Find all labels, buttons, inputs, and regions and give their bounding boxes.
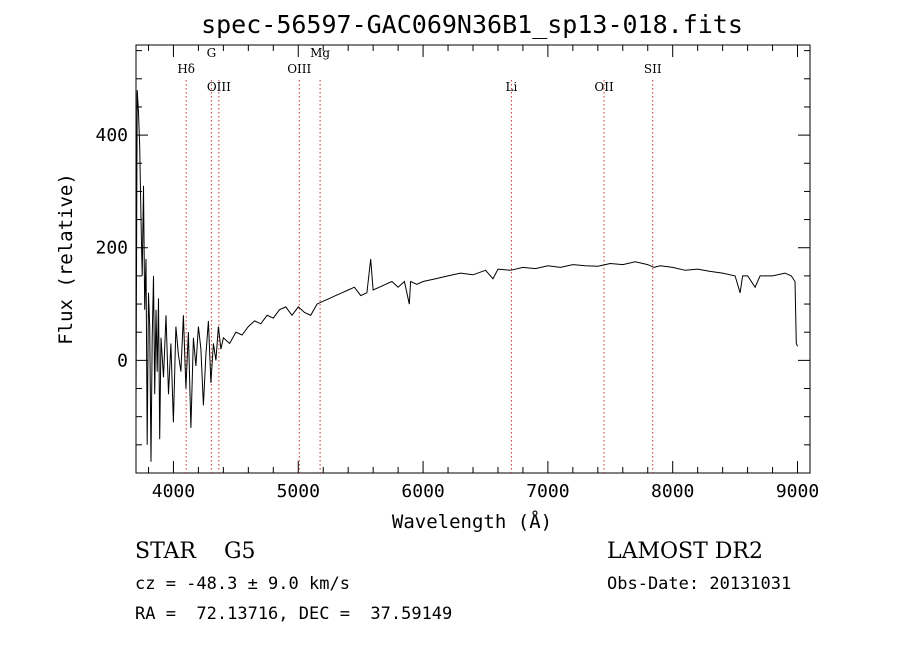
y-tick-label: 0: [117, 350, 128, 371]
x-tick-label: 6000: [401, 481, 444, 502]
x-axis-label: Wavelength (Å): [392, 510, 552, 533]
spectral-line-label: OIII: [287, 62, 311, 76]
x-tick-label: 9000: [776, 481, 819, 502]
spectrum-series-line: [135, 90, 798, 462]
object-class: STAR G5: [135, 539, 256, 564]
spectral-line-label: Li: [506, 80, 518, 94]
observation-date: Obs-Date: 20131031: [607, 574, 792, 594]
spectral-line-markers: Hδ G OIII OIII Mg Li OII SII: [177, 46, 662, 473]
x-axis-ticks: 4000 5000 6000 7000 8000 9000: [147, 45, 819, 502]
chart-title: spec-56597-GAC069N36B1_sp13-018.fits: [201, 10, 743, 39]
y-axis-label: Flux (relative): [55, 173, 77, 345]
redshift-velocity: cz = -48.3 ± 9.0 km/s: [135, 574, 350, 594]
spectral-line-label: SII: [644, 62, 662, 76]
x-tick-label: 7000: [526, 481, 569, 502]
y-tick-label: 200: [95, 238, 128, 259]
plot-frame: [135, 44, 811, 474]
x-tick-label: 4000: [152, 481, 195, 502]
y-tick-label: 400: [95, 125, 128, 146]
x-tick-label: 5000: [277, 481, 320, 502]
spectral-line-label: OII: [594, 80, 614, 94]
spectral-line-label: Mg: [310, 46, 330, 60]
sky-coordinates: RA = 72.13716, DEC = 37.59149: [135, 604, 453, 624]
spectral-line-label: G: [207, 46, 217, 60]
x-tick-label: 8000: [651, 481, 694, 502]
spectral-line-label: OIII: [207, 80, 231, 94]
spectral-line-label: Hδ: [177, 62, 195, 76]
survey-name: LAMOST DR2: [607, 539, 763, 564]
y-axis-ticks: 0 200 400: [95, 50, 810, 446]
